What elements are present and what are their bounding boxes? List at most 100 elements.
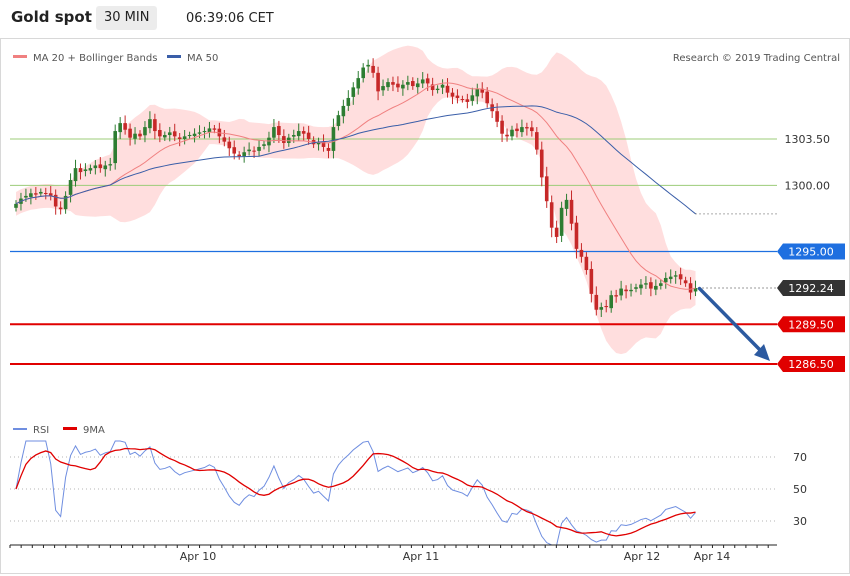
candle-body (654, 285, 658, 290)
candle-body (465, 99, 470, 102)
rsi-ma-legend-label: 9MA (83, 425, 105, 436)
candle-body (594, 294, 599, 310)
candle-body (118, 123, 122, 133)
candle-body (177, 137, 182, 139)
candle-body (396, 83, 400, 88)
candle-body (668, 276, 673, 280)
candle-body (138, 133, 142, 137)
candle-body (133, 133, 137, 139)
rsi-legend-label: RSI (33, 425, 49, 436)
candle-body (515, 128, 519, 132)
candle-body (659, 283, 663, 286)
candle-body (673, 275, 678, 277)
timestamp: 06:39:06 CET (186, 11, 274, 26)
candle-body (321, 141, 326, 147)
last-price-label: 1292.24 (788, 282, 834, 295)
candle-body (267, 137, 271, 146)
candle-body (222, 137, 227, 142)
candle-body (262, 144, 266, 146)
price-level-tag (777, 243, 845, 260)
candle-body (296, 131, 301, 137)
candle-body (272, 127, 276, 138)
rsi-ma-line (15, 447, 696, 537)
candle-body (445, 85, 450, 93)
candle-body (158, 130, 162, 137)
candle-body (604, 306, 609, 308)
candle-body (247, 149, 251, 152)
candle-body (153, 119, 157, 132)
candle-body (192, 133, 197, 137)
candle-body (549, 202, 554, 228)
candle-body (391, 82, 395, 85)
ma50-line (15, 105, 696, 215)
candle-body (495, 111, 499, 122)
candle-body (68, 180, 73, 195)
candle-body (678, 274, 683, 280)
candle-body (649, 282, 653, 289)
candle-body (450, 92, 455, 97)
ma20-line (15, 82, 696, 290)
candle-body (420, 79, 425, 84)
candle-body (316, 142, 321, 145)
ma50-legend-label: MA 50 (187, 53, 218, 64)
candle-body (341, 105, 346, 117)
candle-body (98, 164, 103, 169)
rsi-tick-label: 50 (793, 483, 807, 496)
candle-body (29, 193, 33, 197)
candle-body (143, 127, 147, 136)
candle-body (43, 193, 48, 194)
candle-body (291, 135, 296, 137)
candle-body (53, 194, 58, 207)
candle-body (386, 82, 390, 88)
candle-body (401, 84, 405, 89)
candle-body (644, 283, 648, 285)
credit-text: Research © 2019 Trading Central (673, 53, 840, 64)
candle-body (411, 81, 415, 87)
candle-body (163, 135, 167, 138)
candle-body (505, 134, 509, 137)
candle-body (639, 284, 643, 289)
candle-body (530, 127, 534, 132)
candle-body (366, 64, 370, 67)
candle-body (480, 88, 485, 93)
candle-body (58, 207, 63, 210)
candle-body (559, 207, 564, 236)
rsi-tick-label: 70 (793, 451, 807, 464)
candle-body (440, 84, 445, 88)
candle-body (24, 195, 28, 198)
candle-body (331, 127, 336, 151)
candle-body (629, 289, 633, 292)
candle-body (554, 227, 559, 237)
candle-body (520, 127, 524, 133)
rsi-legend-swatch (13, 428, 27, 430)
bollinger-bands (16, 45, 696, 355)
candle-body (78, 168, 83, 173)
candle-body (609, 295, 613, 309)
price-level-label: 1295.00 (788, 246, 834, 259)
chart-header: Gold spot 30 MIN 06:39:06 CET (0, 0, 850, 36)
candle-body (569, 199, 574, 224)
candle-body (252, 150, 256, 152)
time-axis: Apr 10 Apr 11 Apr 12 Apr 14 (9, 544, 777, 563)
candle-body (475, 88, 480, 97)
interval-selector[interactable]: 30 MIN (96, 6, 158, 30)
candle-body (589, 268, 594, 294)
candle-body (663, 277, 668, 283)
candle-body (148, 119, 152, 129)
candle-body (128, 128, 132, 138)
candle-body (579, 249, 584, 257)
candle-body (167, 132, 172, 136)
candle-body (83, 169, 88, 172)
candle-body (376, 72, 380, 92)
candle-body (88, 168, 93, 171)
candle-body (430, 84, 435, 91)
candle-body (301, 131, 306, 134)
candle-body (113, 131, 117, 164)
forecast-arrow (697, 286, 764, 354)
candle-body (73, 168, 78, 182)
candle-body (525, 127, 529, 129)
ma20-legend-swatch (13, 55, 27, 58)
instrument-title: Gold spot (11, 8, 92, 26)
candle-body (202, 131, 207, 133)
candle-body (172, 131, 177, 137)
